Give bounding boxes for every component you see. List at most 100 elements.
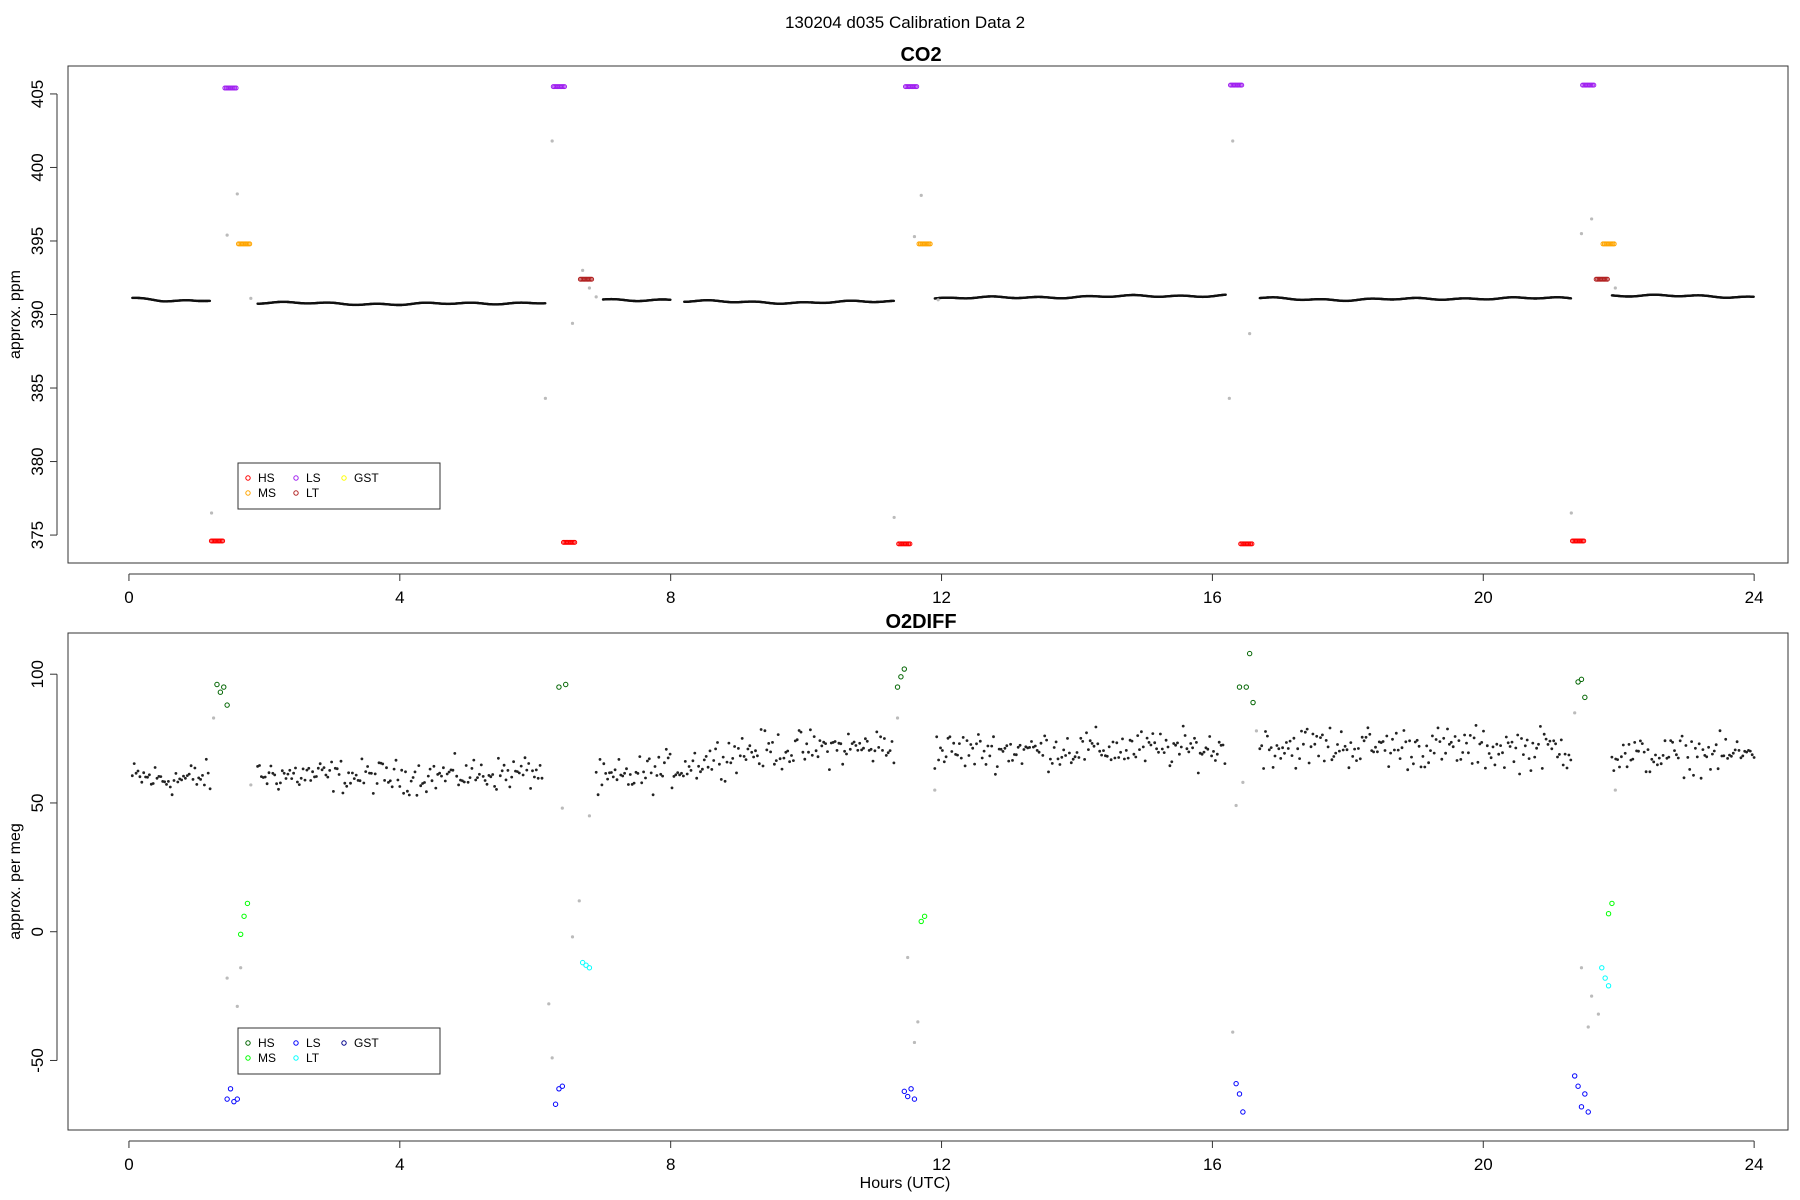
ambient-point [267,771,271,775]
ambient-point [767,742,771,745]
ambient-point [1529,769,1533,772]
x-tick-label: 4 [395,588,404,607]
ambient-point [810,753,814,757]
ambient-point [1107,745,1111,749]
ambient-point [1189,742,1193,745]
ambient-point [1485,744,1489,748]
ambient-point [174,772,178,775]
transition-series [209,139,1617,520]
ambient-point [1141,745,1145,749]
ambient-point [871,759,875,763]
ambient-point [865,739,869,743]
ambient-point [419,784,423,788]
transition-point [1596,1012,1600,1016]
y-tick-label: 0 [28,927,47,936]
transition-point [936,298,940,302]
ambient-point [273,773,277,777]
ambient-point [1539,725,1542,728]
ambient-point [833,740,837,743]
ambient-point [719,778,723,781]
ambient-point [184,776,187,780]
ambient-point [790,754,793,757]
calibration-point [1243,684,1249,690]
ambient-point [1049,757,1052,761]
ambient-point [1495,742,1499,746]
ambient-point [1174,743,1177,747]
calibration-series-hs [214,650,1588,708]
ambient-point [1262,767,1265,770]
transition-point [1248,332,1252,336]
ambient-point [352,777,356,780]
ambient-point [1160,747,1164,751]
ambient-point [1303,730,1307,734]
ambient-point [1686,756,1690,759]
ambient-point [330,760,333,764]
calibration-point [908,1086,914,1092]
ambient-point [1480,741,1484,744]
ambient-point [854,744,858,747]
ambient-point [1321,733,1324,737]
ambient-point [142,771,146,775]
ambient-point [701,767,704,771]
ambient-point [1654,753,1657,757]
ambient-point [1752,756,1756,759]
ambient-point [1126,756,1130,760]
ambient-point [892,761,896,765]
ambient-point [1376,750,1379,754]
calibration-point [241,913,247,919]
ambient-point [1694,746,1697,750]
ambient-point [984,763,988,766]
ambient-point [1007,759,1011,763]
ambient-point [727,741,731,745]
ambient-point [1119,750,1122,754]
ambient-point [165,783,168,786]
ambient-point [646,759,649,763]
ambient-point [1516,733,1520,737]
ambient-point [1554,742,1557,746]
x-tick-label: 12 [932,588,951,607]
calibration-point [901,1088,907,1095]
ambient-point [1136,734,1140,737]
ambient-point [1164,738,1168,742]
ambient-point [636,772,640,775]
ambient-point [1465,741,1468,745]
ambient-point [886,751,890,755]
legend-label-ls: LS [306,471,321,485]
ambient-point [653,765,657,768]
transition-point [919,193,923,197]
ambient-point [1718,729,1722,733]
ambient-point [1221,743,1225,747]
ambient-point [869,747,873,751]
ambient-point [534,768,538,772]
legend-label-lt: LT [306,1051,320,1065]
ambient-point [1661,754,1665,757]
ambient-point [536,776,540,780]
ambient-point [1145,736,1149,740]
ambient-point [504,778,508,782]
ambient-point [1212,750,1215,753]
ambient-point [364,770,368,773]
ambient-point [1697,742,1701,746]
ambient-point [1056,757,1060,761]
ambient-point [803,757,807,761]
ambient-point [1143,759,1147,763]
ambient-point [134,771,138,775]
y-tick-label: 400 [28,153,47,181]
ambient-point [685,772,689,776]
ambient-point [1351,755,1355,758]
ambient-point [1358,757,1362,761]
ambient-point [324,773,328,777]
ambient-point [453,752,457,755]
ambient-point [602,762,606,766]
ambient-point [296,780,299,784]
ambient-point [944,755,948,759]
ambient-point [1360,735,1364,739]
ambient-point [1667,755,1671,759]
transition-point [1579,232,1584,236]
ambient-point [959,756,963,760]
ambient-point [168,785,172,789]
ambient-point [704,755,708,758]
ambient-point [1349,741,1353,744]
